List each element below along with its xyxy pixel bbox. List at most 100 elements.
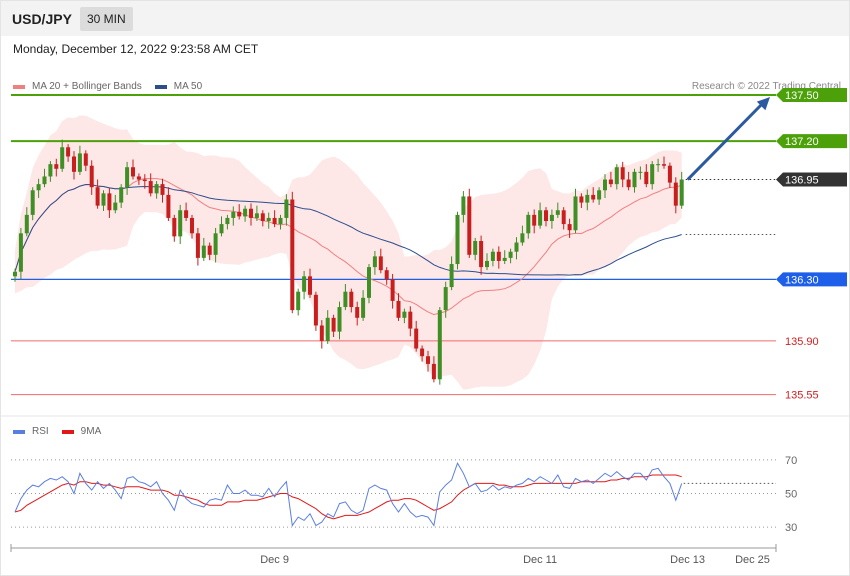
candle-body xyxy=(284,199,289,218)
candle xyxy=(597,187,602,205)
candle-body xyxy=(585,194,590,203)
candle-body xyxy=(414,328,419,349)
candle-body xyxy=(54,164,59,169)
candle xyxy=(313,291,318,331)
candle-body xyxy=(148,181,153,194)
candle-body xyxy=(408,311,413,329)
candle xyxy=(367,264,371,304)
current-price-label: 136.95 xyxy=(785,175,819,187)
candle xyxy=(378,248,383,274)
candle xyxy=(673,177,678,214)
candle-body xyxy=(190,217,194,234)
candle xyxy=(620,161,625,188)
candle xyxy=(644,164,649,188)
candle-body xyxy=(520,233,525,243)
candle xyxy=(24,207,29,237)
candle xyxy=(290,191,295,314)
candle-body xyxy=(485,260,489,268)
candle-body xyxy=(355,307,360,318)
candle xyxy=(272,210,277,228)
candle-body xyxy=(656,164,661,166)
candle-body xyxy=(372,256,377,268)
candle-body xyxy=(337,307,342,332)
candle-body xyxy=(549,214,554,222)
candle-body xyxy=(178,210,183,237)
candle xyxy=(514,237,519,260)
candle xyxy=(190,214,194,239)
candle xyxy=(555,202,560,218)
candle-body xyxy=(83,153,88,166)
candle xyxy=(662,156,666,169)
moving-averages xyxy=(14,177,776,316)
candle-body xyxy=(644,171,649,185)
candle xyxy=(331,314,336,338)
candle-body xyxy=(455,214,460,265)
candle-body xyxy=(496,251,501,261)
forecast-arrow xyxy=(686,97,770,181)
candle xyxy=(679,171,684,209)
candle-body xyxy=(160,184,165,195)
candle xyxy=(603,174,607,198)
resistance-tag xyxy=(776,134,847,149)
candle xyxy=(178,204,183,245)
candle-body xyxy=(526,214,531,234)
candle-body xyxy=(95,187,100,206)
rsi-legend: RSI 9MA xyxy=(13,426,101,437)
candle xyxy=(142,174,147,189)
candle-body xyxy=(443,287,448,311)
candle xyxy=(213,227,218,263)
candle xyxy=(113,194,118,214)
candle-body xyxy=(608,179,613,185)
candle xyxy=(538,202,543,229)
candle-body xyxy=(555,210,560,215)
candle xyxy=(243,205,248,222)
candle-body xyxy=(77,153,82,172)
candle xyxy=(284,194,289,226)
ma20-legend-swatch xyxy=(13,84,25,89)
rsi-level-label: 70 xyxy=(785,455,797,467)
candle-body xyxy=(89,165,94,188)
candle xyxy=(431,356,436,383)
candle xyxy=(42,168,47,188)
pivot-label: 136.30 xyxy=(785,274,819,286)
symbol-title: USD/JPY xyxy=(12,11,72,27)
candle-body xyxy=(331,317,336,332)
candle-body xyxy=(390,279,395,301)
candle xyxy=(443,281,448,318)
candle xyxy=(83,150,88,172)
candle xyxy=(656,158,661,172)
candle xyxy=(325,310,330,344)
candle xyxy=(355,301,360,326)
candle xyxy=(207,242,212,261)
candle-body xyxy=(603,179,607,191)
candle-body xyxy=(136,176,141,180)
candle-body xyxy=(302,276,307,292)
candle xyxy=(473,237,478,261)
timeframe-button[interactable]: 30 MIN xyxy=(80,7,133,31)
candle xyxy=(496,246,501,269)
candle-body xyxy=(125,167,130,188)
candle-body xyxy=(650,164,655,185)
candle xyxy=(579,193,584,208)
candle-body xyxy=(502,257,507,261)
candle xyxy=(54,158,59,177)
candle xyxy=(136,173,141,185)
candle-body xyxy=(237,211,242,217)
candle-body xyxy=(467,196,472,255)
candle-body xyxy=(249,208,253,218)
candle xyxy=(166,187,171,222)
candle xyxy=(77,145,82,175)
candle-body xyxy=(66,147,71,157)
candle-body xyxy=(402,311,407,318)
candle-body xyxy=(490,251,495,261)
candle-body xyxy=(201,245,206,258)
candle-body xyxy=(378,256,383,271)
price-level-tags: 137.50 137.20 136.95 136.30 135.90 135.55 xyxy=(776,88,847,402)
candle xyxy=(449,256,454,291)
candle-body xyxy=(60,147,65,169)
candle-body xyxy=(396,300,401,318)
candle-body xyxy=(231,211,236,218)
candle xyxy=(36,178,41,198)
candle-body xyxy=(254,213,259,218)
